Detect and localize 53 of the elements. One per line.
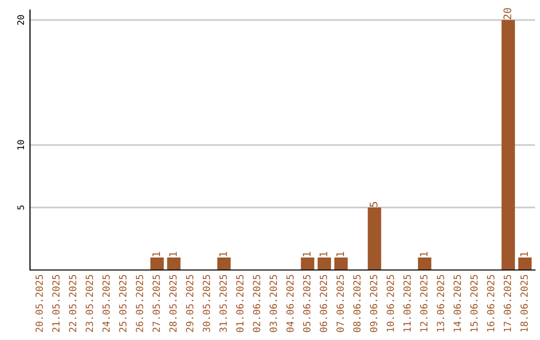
data-label: 1 xyxy=(152,252,160,256)
x-tick-label: 06.06.2025 xyxy=(320,274,328,332)
x-tick-label: 24.05.2025 xyxy=(102,274,110,332)
data-label: 20 xyxy=(503,8,512,20)
y-tick-label: 10 xyxy=(17,140,24,150)
x-tick-label: 05.06.2025 xyxy=(303,274,310,332)
x-tick-label: 13.06.2025 xyxy=(436,274,444,332)
x-tick-label: 25.05.2025 xyxy=(119,274,126,332)
x-tick-label: 29.05.2025 xyxy=(186,274,194,332)
bar xyxy=(518,258,532,270)
x-tick-label: 23.05.2025 xyxy=(86,274,94,332)
data-label: 1 xyxy=(169,252,177,256)
x-tick-label: 16.06.2025 xyxy=(487,274,494,332)
x-tick-label: 21.05.2025 xyxy=(52,274,60,332)
x-tick-label: 01.06.2025 xyxy=(236,274,244,332)
x-tick-label: 08.06.2025 xyxy=(353,274,361,332)
x-tick-label: 11.06.2025 xyxy=(403,274,411,332)
x-tick-label: 31.05.2025 xyxy=(219,274,227,332)
x-tick-label: 04.06.2025 xyxy=(286,274,294,332)
data-label: 1 xyxy=(520,252,528,256)
bar xyxy=(300,258,314,270)
bar xyxy=(334,258,348,270)
x-tick-label: 14.06.2025 xyxy=(454,274,461,332)
x-tick-label: 18.06.2025 xyxy=(520,274,528,332)
y-tick-label: 5 xyxy=(17,206,24,210)
x-tick-label: 15.06.2025 xyxy=(470,274,478,332)
data-label: 5 xyxy=(370,202,378,207)
x-tick-label: 22.05.2025 xyxy=(68,274,76,332)
x-tick-label: 27.05.2025 xyxy=(152,274,160,332)
x-tick-label: 17.06.2025 xyxy=(504,274,512,332)
bar xyxy=(418,258,432,270)
data-label: 1 xyxy=(320,252,328,256)
data-label: 1 xyxy=(302,252,310,256)
x-tick-label: 12.06.2025 xyxy=(420,274,428,332)
y-tick-label: 20 xyxy=(17,15,24,25)
x-tick-label: 26.05.2025 xyxy=(136,274,144,332)
bar xyxy=(368,208,382,270)
x-tick-label: 03.06.2025 xyxy=(270,274,277,332)
x-tick-label: 20.05.2025 xyxy=(36,274,43,332)
x-tick-label: 07.06.2025 xyxy=(336,274,344,332)
data-label: 1 xyxy=(219,252,227,256)
x-tick-label: 09.06.2025 xyxy=(370,274,378,332)
x-tick-label: 30.05.2025 xyxy=(202,274,210,332)
bar xyxy=(167,258,180,270)
data-label: 1 xyxy=(420,252,428,256)
x-tick-label: 02.06.2025 xyxy=(252,274,260,332)
bar xyxy=(217,258,231,270)
bar xyxy=(502,20,515,270)
bar xyxy=(150,258,164,270)
data-label: 1 xyxy=(336,252,344,256)
x-tick-label: 28.05.2025 xyxy=(169,274,177,332)
x-tick-label: 10.06.2025 xyxy=(386,274,394,332)
bar xyxy=(318,258,331,270)
